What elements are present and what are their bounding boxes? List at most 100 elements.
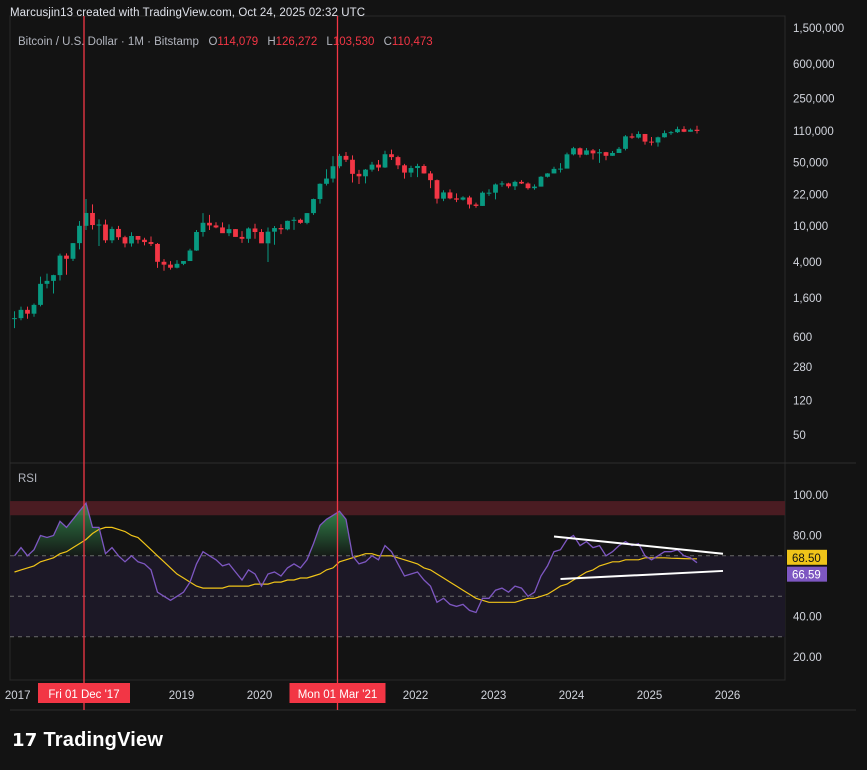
- candle-body: [122, 237, 128, 244]
- candle-body: [363, 169, 368, 177]
- candle-body: [226, 229, 232, 234]
- candle-body: [168, 264, 173, 268]
- candle-body: [350, 159, 355, 174]
- time-axis-tick: 2017: [5, 690, 31, 702]
- candle-body: [239, 236, 245, 239]
- price-axis-tick: 10,000: [793, 221, 828, 233]
- price-axis-tick: 250,000: [793, 94, 835, 106]
- price-axis-tick: 120: [793, 395, 812, 407]
- candle-body: [564, 154, 570, 169]
- candle-body: [590, 150, 596, 154]
- candle-body: [675, 129, 680, 133]
- rsi-axis-tick: 40.00: [793, 612, 822, 624]
- candle-body: [454, 198, 459, 200]
- candle-body: [558, 168, 563, 170]
- rsi-ma-badge: [787, 549, 827, 565]
- tradingview-logo-text: TradingView: [43, 729, 164, 751]
- candle-body: [148, 242, 154, 244]
- time-axis-tick: 2023: [481, 690, 507, 702]
- candle-body: [57, 255, 63, 276]
- candle-body: [668, 132, 674, 134]
- candle-body: [662, 133, 667, 138]
- candle-body: [181, 261, 186, 264]
- candle-body: [551, 168, 557, 174]
- candle-body: [343, 155, 349, 160]
- price-axis-tick: 280: [793, 362, 812, 374]
- candle-body: [623, 136, 628, 149]
- candle-body: [200, 222, 206, 233]
- candle-body: [415, 166, 420, 169]
- candle-body: [278, 228, 284, 230]
- candle-body: [369, 164, 375, 170]
- candle-body: [83, 212, 89, 226]
- candle-body: [603, 152, 609, 156]
- candle-body: [337, 155, 342, 167]
- plot-border: [9, 15, 786, 681]
- rsi-line: [13, 501, 698, 614]
- candle-body: [688, 129, 693, 132]
- time-axis-tick: 2020: [247, 690, 273, 702]
- candle-body: [64, 255, 69, 259]
- candle-body: [532, 186, 537, 189]
- candle-body: [109, 228, 115, 241]
- price-axis-tick: 110,000: [793, 126, 834, 138]
- symbol-name: Bitcoin / U.S. Dollar · 1M · Bitstamp: [18, 36, 199, 48]
- candle-body: [317, 183, 323, 200]
- candle-body: [70, 243, 76, 259]
- price-axis-tick: 600: [793, 332, 812, 344]
- candle-body: [467, 197, 472, 205]
- candle-body: [129, 235, 134, 244]
- rsi-axis-tick: 80.00: [793, 531, 822, 543]
- candle-body: [155, 243, 160, 262]
- candle-body: [213, 225, 219, 228]
- candle-body: [161, 261, 167, 265]
- price-axis-tick: 1,500,000: [793, 23, 844, 35]
- time-axis-tick: 2026: [715, 690, 741, 702]
- candle-body: [376, 164, 381, 168]
- candle-body: [642, 133, 648, 142]
- time-marker-badge: [289, 683, 386, 703]
- candle-body: [577, 148, 583, 155]
- candle-body: [434, 180, 440, 199]
- price-axis-tick: 600,000: [793, 59, 835, 71]
- tradingview-logo[interactable]: 𝟭𝟳 TradingView: [12, 729, 163, 752]
- close-label: C: [383, 36, 392, 48]
- rsi-axis-tick: 100.00: [793, 490, 828, 502]
- created-by-caption: Marcusjin13 created with TradingView.com…: [10, 7, 366, 19]
- symbol-legend[interactable]: Bitcoin / U.S. Dollar · 1M · Bitstamp O1…: [18, 36, 439, 48]
- price-axis-tick: 22,000: [793, 190, 828, 202]
- rsi-trendline-upper: [553, 535, 724, 555]
- time-marker-label: Fri 01 Dec '17: [48, 689, 119, 701]
- candle-body: [291, 219, 297, 221]
- candle-body: [259, 232, 264, 244]
- candle-body: [610, 152, 615, 156]
- candle-body: [389, 154, 394, 158]
- candle-body: [90, 212, 95, 226]
- candle-body: [616, 148, 622, 153]
- candle-body: [629, 136, 635, 138]
- price-axis-tick: 4,000: [793, 257, 822, 269]
- candle-body: [428, 173, 433, 181]
- candle-body: [304, 213, 310, 223]
- candle-body: [298, 219, 303, 223]
- candle-body: [116, 228, 121, 238]
- tradingview-logo-icon: 𝟭𝟳: [12, 730, 38, 750]
- candle-body: [506, 183, 511, 187]
- rsi-panel-label[interactable]: RSI: [18, 473, 38, 485]
- candle-body: [174, 263, 180, 268]
- candle-body: [512, 181, 518, 187]
- candle-body: [324, 178, 329, 184]
- close-value: 110,473: [391, 36, 433, 48]
- candle-body: [194, 232, 199, 251]
- low-label: L: [326, 36, 333, 48]
- price-axis-tick: 1,600: [793, 293, 822, 305]
- candle-body: [519, 181, 524, 184]
- candle-body: [571, 148, 576, 155]
- candle-body: [382, 154, 388, 168]
- high-label: H: [267, 36, 276, 48]
- candle-body: [44, 280, 50, 284]
- candle-body: [649, 141, 654, 143]
- candle-body: [480, 192, 485, 206]
